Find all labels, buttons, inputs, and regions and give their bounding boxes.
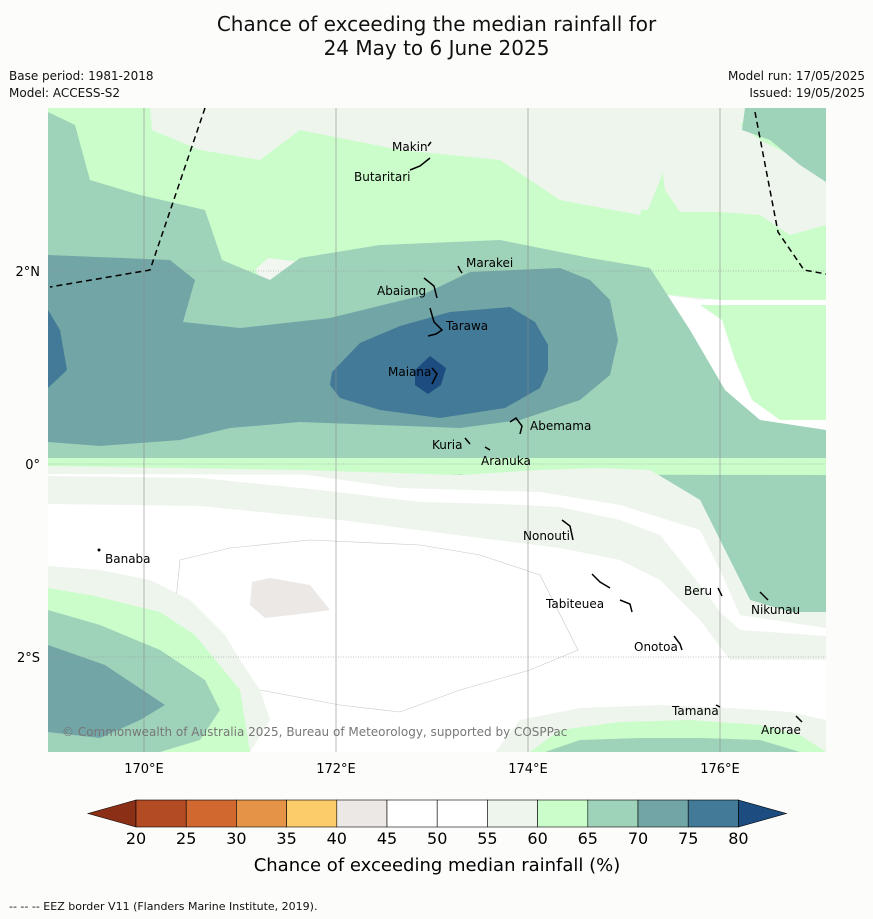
lat-label: 0° (25, 458, 40, 473)
lat-label: 2°N (16, 265, 41, 280)
lon-axis-labels: 170°E 172°E 174°E 176°E (124, 762, 740, 777)
colorbar-tick-label: 75 (678, 829, 698, 848)
colorbar-tick-label: 65 (578, 829, 598, 848)
lat-axis-labels: 2°N 0° 2°S (16, 265, 41, 666)
place-label: Kuria (432, 438, 463, 452)
place-label: Tarawa (445, 319, 488, 333)
title-line-2: 24 May to 6 June 2025 (323, 36, 550, 60)
colorbar-tick-label: 55 (477, 829, 497, 848)
colorbar-tick-label: 50 (427, 829, 447, 848)
place-label: Aranuka (481, 454, 531, 468)
eez-border (49, 107, 827, 288)
map-title: Chance of exceeding the median rainfall … (0, 12, 873, 60)
colorbar: 20 25 30 35 40 45 50 55 60 65 70 75 80 (86, 799, 788, 848)
graticule (48, 108, 826, 752)
place-label: Maiana (388, 365, 431, 379)
place-label: Beru (684, 584, 712, 598)
place-label: Makin (392, 140, 428, 154)
place-label: Butaritari (354, 170, 411, 184)
copyright-text: © Commonwealth of Australia 2025, Bureau… (62, 725, 567, 739)
colorbar-tick-label: 80 (728, 829, 748, 848)
colorbar-swatch (286, 799, 338, 828)
title-line-1: Chance of exceeding the median rainfall … (216, 12, 657, 36)
place-label: Tabiteuea (545, 597, 604, 611)
island-outlines (97, 141, 803, 723)
colorbar-over-arrow (738, 799, 788, 828)
colorbar-tick-label: 45 (377, 829, 397, 848)
place-label: Nikunau (751, 603, 800, 617)
colorbar-tick-label: 40 (327, 829, 347, 848)
colorbar-tick-label: 60 (527, 829, 547, 848)
place-label: Abaiang (377, 284, 426, 298)
model-run: Model run: 17/05/2025 (727, 69, 865, 83)
place-label: Banaba (105, 552, 151, 566)
issued-date: Issued: 19/05/2025 (749, 86, 865, 100)
place-label: Abemama (530, 419, 591, 433)
place-label: Marakei (466, 256, 513, 270)
lon-label: 176°E (700, 762, 740, 777)
colorbar-tick-label: 20 (126, 829, 146, 848)
colorbar-swatch (587, 799, 639, 828)
colorbar-swatch (386, 799, 438, 828)
place-label: Arorae (761, 723, 801, 737)
colorbar-under-arrow (86, 799, 137, 828)
colorbar-swatch (487, 799, 538, 828)
colorbar-swatch (687, 799, 739, 828)
colorbar-swatch (236, 799, 287, 828)
lon-label: 172°E (316, 762, 356, 777)
colorbar-tick-label: 35 (276, 829, 296, 848)
colorbar-swatch (637, 799, 689, 828)
colorbar-swatch (537, 799, 589, 828)
colorbar-tick-label: 25 (176, 829, 196, 848)
contour-fill-layer (48, 108, 826, 752)
colorbar-tick-label: 30 (226, 829, 246, 848)
colorbar-swatch (436, 799, 488, 828)
colorbar-swatch (135, 799, 187, 828)
meta-left: Base period: 1981-2018 Model: ACCESS-S2 (9, 68, 154, 102)
base-period: Base period: 1981-2018 (9, 69, 154, 83)
colorbar-title: Chance of exceeding median rainfall (%) (254, 855, 621, 876)
lat-label: 2°S (17, 651, 40, 666)
lon-label: 170°E (124, 762, 164, 777)
eez-footer-note: -- -- -- EEZ border V11 (Flanders Marine… (9, 900, 318, 913)
place-label: Nonouti (523, 529, 570, 543)
colorbar-swatch (336, 799, 388, 828)
colorbar-tick-label: 70 (628, 829, 648, 848)
lon-label: 174°E (508, 762, 548, 777)
colorbar-swatch (185, 799, 237, 828)
place-label: Tamana (671, 704, 719, 718)
place-label: Onotoa (634, 640, 678, 654)
model-name: Model: ACCESS-S2 (9, 86, 121, 100)
meta-right: Model run: 17/05/2025 Issued: 19/05/2025 (728, 68, 865, 102)
place-labels: Makin Butaritari Marakei Abaiang Tarawa … (105, 140, 801, 737)
